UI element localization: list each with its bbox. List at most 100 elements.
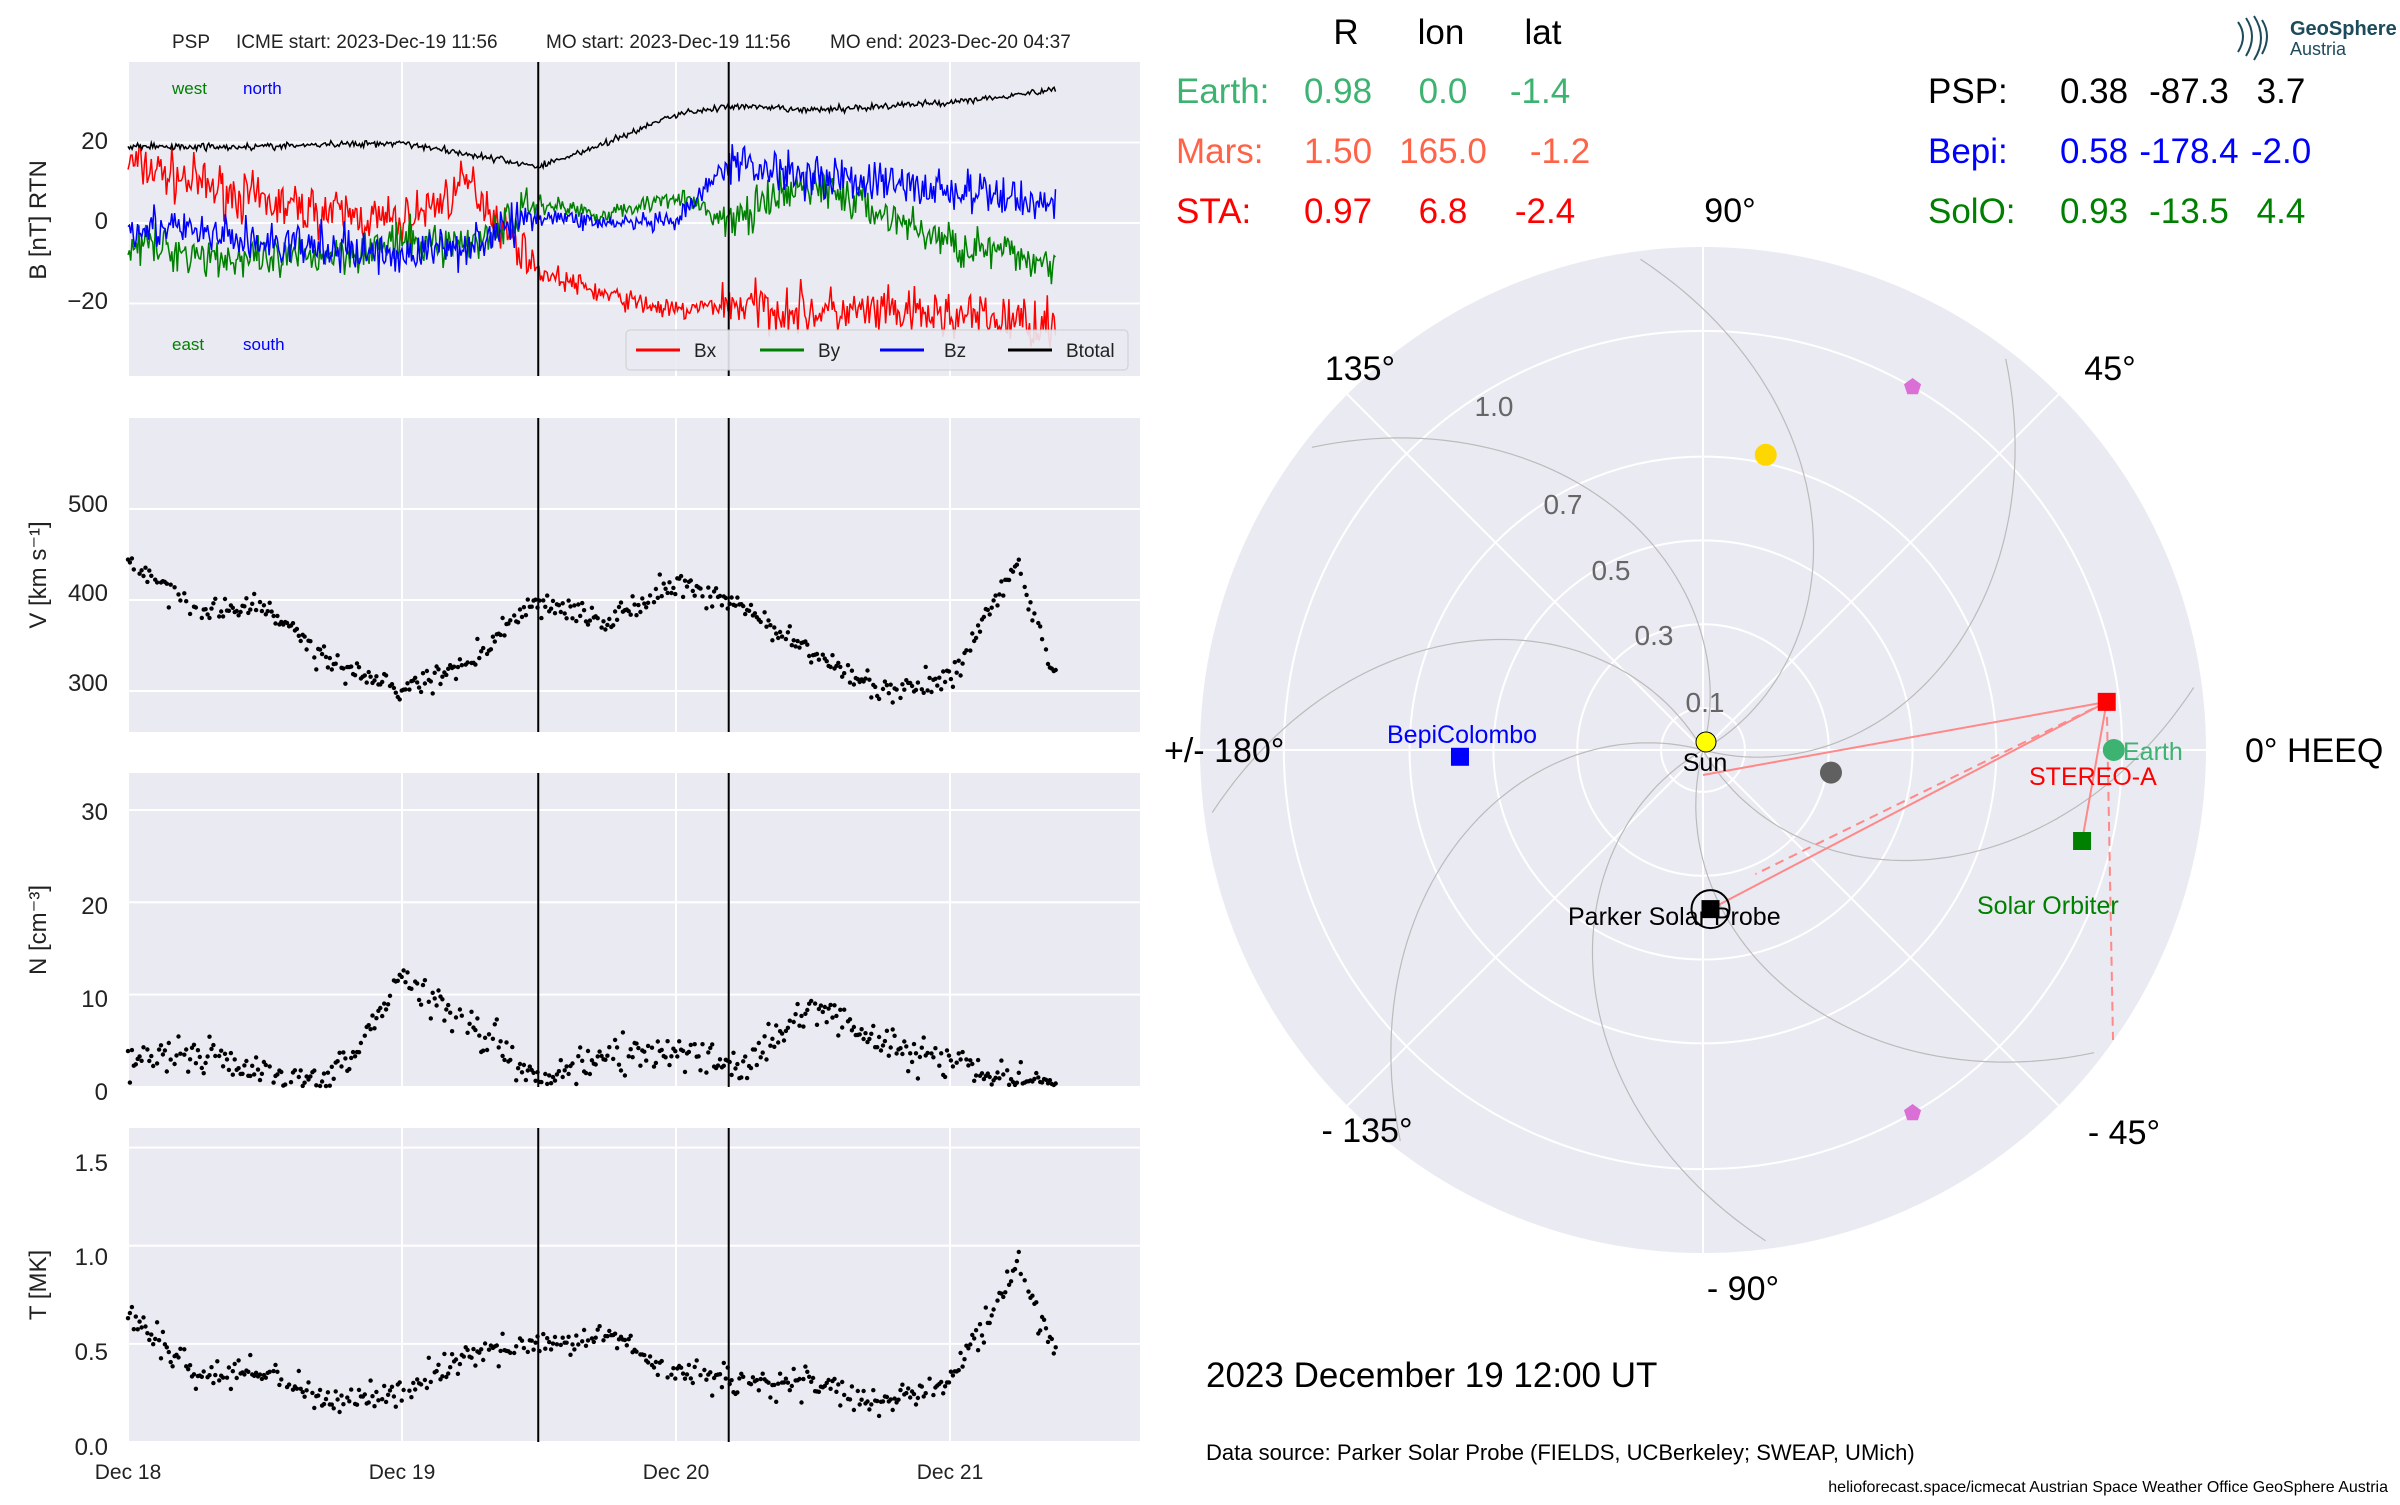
t-point-420 — [1012, 1266, 1018, 1272]
t-point-142 — [428, 1379, 433, 1385]
t-point-355 — [880, 1399, 886, 1404]
row-earth-lon: 0.0 — [1419, 72, 1468, 111]
legend-label-by: By — [818, 341, 841, 362]
n-point-363 — [890, 1027, 895, 1032]
n-point-241 — [642, 1049, 647, 1054]
t-point-156 — [457, 1361, 463, 1367]
v-point-383 — [927, 675, 932, 681]
t-point-409 — [989, 1313, 994, 1318]
v-point-404 — [970, 631, 975, 636]
t-point-329 — [826, 1377, 831, 1383]
n-point-216 — [589, 1058, 595, 1063]
t-point-31 — [187, 1363, 193, 1368]
n-point-400 — [970, 1061, 975, 1067]
v-point-76 — [298, 638, 303, 644]
n-point-196 — [548, 1081, 554, 1086]
t-point-44 — [215, 1359, 220, 1364]
v-point-439 — [1043, 647, 1049, 652]
v-event-lines — [537, 418, 730, 732]
v-point-420 — [1001, 593, 1006, 598]
n-point-38 — [207, 1034, 212, 1039]
earth-label: Earth — [2123, 738, 2183, 766]
t-point-263 — [690, 1380, 695, 1386]
v-point-324 — [803, 639, 808, 644]
v-point-318 — [791, 638, 796, 643]
n-point-313 — [787, 1018, 792, 1023]
v-point-430 — [1022, 584, 1027, 590]
n-point-332 — [828, 1002, 833, 1008]
row-mars-lat: -1.2 — [1530, 132, 1590, 171]
t-point-431 — [1038, 1328, 1043, 1333]
n-point-413 — [995, 1070, 1000, 1075]
t-point-84 — [302, 1394, 307, 1399]
v-point-186 — [525, 597, 530, 602]
t-point-414 — [1001, 1294, 1006, 1300]
v-point-217 — [585, 622, 591, 627]
v-point-395 — [950, 684, 956, 689]
v-point-86 — [319, 651, 325, 657]
n-point-296 — [754, 1062, 759, 1068]
polar-connection-lines — [1702, 700, 2114, 1041]
t-point-387 — [946, 1380, 952, 1385]
v-point-57 — [261, 603, 267, 608]
n-point-219 — [595, 1054, 600, 1059]
t-point-429 — [1034, 1300, 1039, 1305]
v-point-355 — [867, 677, 872, 682]
t-point-314 — [797, 1376, 802, 1382]
v-point-113 — [374, 674, 379, 679]
table-header-lon: lon — [1418, 13, 1465, 52]
t-point-427 — [1030, 1293, 1035, 1298]
v-point-434 — [1030, 618, 1035, 623]
n-point-417 — [1005, 1068, 1010, 1073]
mo-end-label: MO end: 2023-Dec-20 04:37 — [830, 32, 1071, 53]
t-point-223 — [605, 1334, 610, 1339]
n-point-415 — [999, 1058, 1004, 1063]
v-point-345 — [847, 680, 853, 685]
v-point-133 — [415, 680, 420, 685]
t-point-77 — [286, 1382, 292, 1387]
row-psp-name: PSP: — [1928, 72, 2008, 111]
v-point-184 — [521, 605, 527, 610]
west-annotation: west — [171, 79, 207, 98]
v-point-55 — [257, 599, 263, 605]
v-point-307 — [768, 623, 773, 628]
t-point-234 — [626, 1337, 631, 1342]
n-event-lines — [537, 773, 730, 1087]
v-point-175 — [502, 633, 507, 638]
v-point-36 — [219, 609, 224, 614]
n-point-246 — [653, 1060, 659, 1066]
t-point-170 — [486, 1347, 492, 1352]
mag-event-lines — [537, 62, 730, 376]
t-point-347 — [865, 1399, 870, 1404]
n-point-401 — [972, 1078, 977, 1084]
v-point-134 — [416, 685, 422, 690]
n-point-50 — [232, 1057, 237, 1062]
t-point-365 — [900, 1382, 905, 1387]
v-point-9 — [147, 568, 152, 573]
mo-start-label: MO start: 2023-Dec-19 11:56 — [546, 32, 791, 53]
n-point-352 — [869, 1031, 874, 1037]
v-point-403 — [968, 648, 973, 653]
n-point-336 — [836, 1033, 841, 1038]
v-point-166 — [484, 651, 490, 657]
v-point-394 — [948, 676, 954, 682]
polar-spirals — [1211, 258, 2195, 1242]
n-point-166 — [484, 1047, 490, 1053]
row-psp-r: 0.38 — [2060, 72, 2128, 111]
n-point-40 — [211, 1042, 216, 1048]
t-point-309 — [787, 1388, 792, 1393]
t-point-150 — [446, 1371, 451, 1376]
t-point-219 — [595, 1327, 600, 1332]
v-point-120 — [389, 682, 395, 687]
t-point-316 — [801, 1376, 806, 1382]
v-point-33 — [211, 601, 216, 606]
table-header-r: R — [1333, 13, 1358, 52]
v-point-158 — [465, 660, 470, 665]
v-point-406 — [973, 635, 979, 641]
n-point-87 — [314, 1083, 319, 1088]
n-point-325 — [814, 1022, 820, 1027]
t-point-235 — [628, 1333, 633, 1339]
n-point-356 — [876, 1034, 882, 1040]
v-point-315 — [785, 630, 791, 635]
t-point-163 — [471, 1346, 476, 1352]
